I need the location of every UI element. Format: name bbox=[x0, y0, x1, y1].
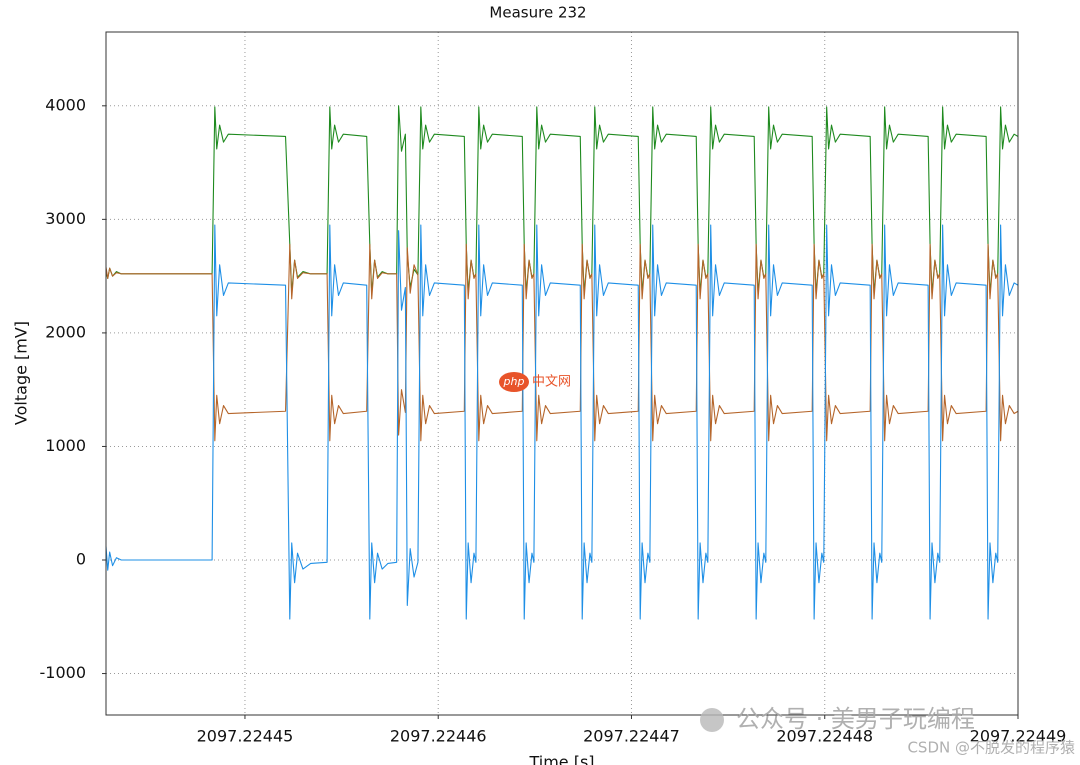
x-tick-label: 2097.22447 bbox=[583, 727, 680, 746]
y-tick-label: 0 bbox=[76, 550, 86, 569]
y-tick-label: 1000 bbox=[45, 436, 86, 455]
wechat-icon bbox=[700, 708, 724, 732]
y-tick-label: -1000 bbox=[40, 663, 87, 682]
trace bbox=[105, 243, 1019, 442]
y-tick-label: 2000 bbox=[45, 322, 86, 341]
x-axis-label: Time [s] bbox=[528, 753, 594, 765]
chart-title: Measure 232 bbox=[489, 4, 586, 22]
x-tick-label: 2097.22448 bbox=[776, 727, 873, 746]
y-axis-label: Voltage [mV] bbox=[12, 321, 31, 425]
watermark-wechat: 公众号 · 美男子玩编程 bbox=[700, 705, 975, 733]
x-tick-label: 2097.22446 bbox=[390, 727, 487, 746]
y-tick-label: 3000 bbox=[45, 209, 86, 228]
plot-frame bbox=[105, 31, 1019, 716]
x-tick-label: 2097.22445 bbox=[197, 727, 294, 746]
watermark-text: 公众号 · 美男子玩编程 bbox=[736, 705, 975, 733]
php-logo bbox=[499, 372, 529, 392]
watermark-text: CSDN @不脱发的程序猿 bbox=[907, 739, 1075, 757]
traces bbox=[105, 105, 1019, 620]
x-tick-label: 2097.22449 bbox=[970, 727, 1067, 746]
trace bbox=[105, 105, 1019, 294]
watermark-php: php 中文网 bbox=[499, 372, 571, 392]
watermark-text: 中文网 bbox=[532, 375, 571, 390]
ticks: -1000 0 1000 2000 3000 4000 2097.22445 2097.224… bbox=[40, 95, 1067, 745]
y-tick-label: 4000 bbox=[45, 95, 86, 114]
grid bbox=[106, 32, 1019, 715]
trace bbox=[105, 224, 1019, 620]
watermark-text: php bbox=[503, 375, 525, 388]
